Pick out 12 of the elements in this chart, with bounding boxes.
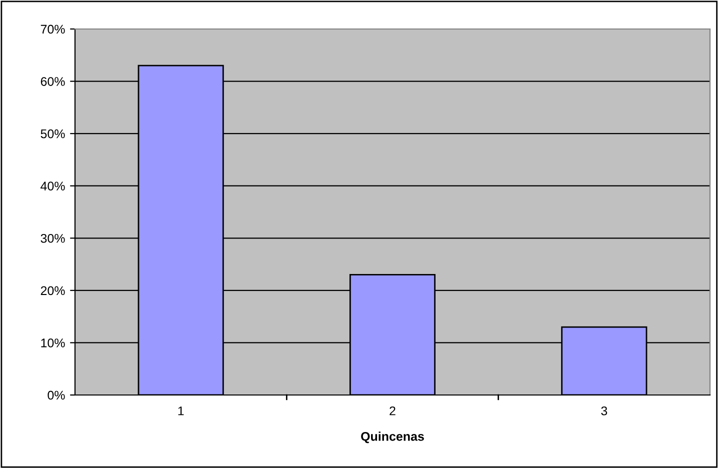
y-tick-label: 70% bbox=[40, 24, 65, 34]
y-tick-label: 20% bbox=[40, 286, 65, 296]
y-tick-label: 50% bbox=[40, 129, 65, 138]
x-axis-title: Quincenas bbox=[361, 432, 424, 444]
y-tick-label: 40% bbox=[40, 182, 65, 191]
x-tick-label: 2 bbox=[390, 406, 396, 416]
x-tick-label: 1 bbox=[178, 406, 184, 416]
y-tick-label: 10% bbox=[41, 338, 65, 348]
y-tick-label: 60% bbox=[40, 77, 65, 86]
y-tick-label: 0% bbox=[48, 390, 65, 400]
x-tick-label: 3 bbox=[601, 406, 608, 416]
y-tick-label: 30% bbox=[40, 234, 65, 243]
